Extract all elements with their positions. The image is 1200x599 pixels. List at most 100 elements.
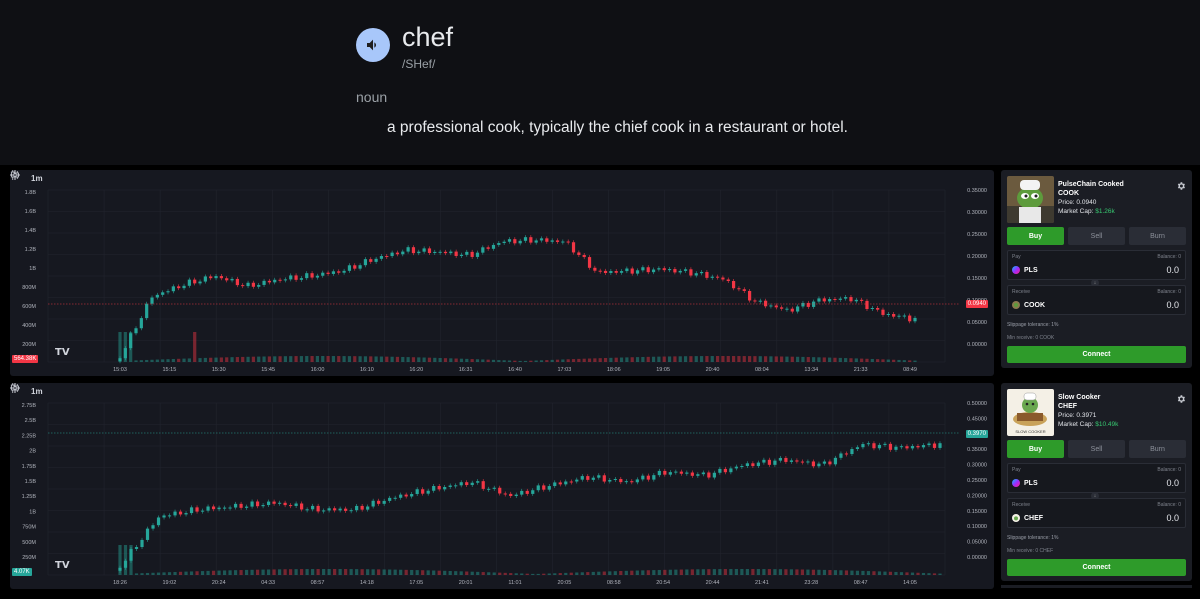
candle-body (888, 443, 893, 450)
tab-burn[interactable]: Burn (1129, 227, 1186, 245)
candle-body (764, 300, 768, 307)
volume-bar (246, 356, 250, 362)
tab-buy[interactable]: Buy (1007, 227, 1064, 245)
tab-sell[interactable]: Sell (1068, 440, 1125, 458)
left-axis-label: 1.8B (25, 190, 37, 196)
volume-bar (513, 360, 517, 362)
interval-button[interactable]: 1m (31, 174, 43, 183)
volume-bar (542, 573, 546, 575)
candle-body (374, 258, 378, 262)
volume-bar (327, 569, 331, 575)
receive-token[interactable]: COOK (1012, 301, 1045, 309)
candle-body (283, 279, 288, 281)
pay-token[interactable]: PLS (1012, 266, 1038, 274)
candle-body (892, 314, 896, 317)
settings-gear-icon[interactable] (1176, 178, 1186, 196)
tab-sell[interactable]: Sell (1068, 227, 1125, 245)
candles (118, 441, 942, 575)
settings-gear-icon[interactable] (1176, 391, 1186, 409)
volume-bar (564, 572, 568, 575)
volume-bar (529, 360, 533, 362)
candle-body (129, 548, 133, 561)
pronounce-button[interactable] (356, 28, 390, 62)
candle-body (696, 474, 700, 476)
volume-bar (289, 356, 293, 362)
candle-body (850, 449, 854, 455)
pay-amount-input[interactable] (1119, 265, 1179, 275)
receive-token[interactable]: CHEF (1012, 514, 1043, 522)
candle-body (715, 276, 720, 278)
right-axis-label: 0.05000 (967, 320, 987, 326)
tradingview-logo[interactable]: TV (55, 347, 70, 358)
volume-bar (881, 359, 885, 362)
candle-body (625, 268, 629, 272)
candle-body (155, 294, 159, 298)
candle-body (646, 267, 650, 273)
volume-bar (487, 572, 491, 575)
candle-body (211, 506, 216, 510)
volume-bar (273, 356, 277, 362)
left-axis-label: 1.4B (25, 228, 37, 234)
candle-body (740, 466, 744, 468)
candle-body (569, 481, 573, 483)
volume-bar (222, 570, 227, 575)
connect-button[interactable]: Connect (1007, 559, 1186, 576)
candle-body (542, 485, 546, 490)
candle-body (668, 472, 672, 475)
tradingview-logo[interactable]: TV (55, 560, 70, 571)
candle-body (246, 282, 250, 287)
candle-body (591, 477, 595, 480)
slippage-tolerance[interactable]: Slippage tolerance: 1% (1007, 322, 1059, 328)
candle-body (790, 308, 794, 312)
volume-bar (239, 570, 243, 575)
volume-bar (502, 360, 506, 362)
dictionary-card: chef /SHef/ noun a professional cook, ty… (0, 0, 1200, 165)
slippage-tolerance[interactable]: Slippage tolerance: 1% (1007, 535, 1059, 541)
volume-bar (902, 360, 906, 362)
candle-body (509, 493, 513, 497)
candle-body (844, 297, 848, 299)
tab-burn[interactable]: Burn (1129, 440, 1186, 458)
swap-direction-arrow-icon[interactable]: ↓ (1091, 279, 1099, 287)
candle-body (575, 479, 579, 482)
interval-button[interactable]: 1m (31, 387, 43, 396)
volume-bar (244, 569, 249, 575)
candle-body (737, 288, 741, 290)
price-chart-chef[interactable]: 2.75B 2.5B 2.25B 2B 1.75B 1.5B 1.25B 1B 750M 500M… (10, 383, 994, 589)
candle-body (849, 297, 853, 302)
left-axis-label: 1.6B (25, 209, 37, 215)
volume-bar (366, 569, 370, 575)
receive-amount-input[interactable] (1119, 513, 1179, 523)
volume-bar (774, 356, 778, 362)
pay-amount-input[interactable] (1119, 478, 1179, 488)
candle-body (272, 501, 276, 504)
tab-buy[interactable]: Buy (1007, 440, 1064, 458)
volume-bar (790, 356, 794, 362)
volume-bar (459, 358, 464, 362)
price-chart-cook[interactable]: 1.8B 1.6B 1.4B 1.2B 1B 800M 600M 400M 200M 0.3500… (10, 170, 994, 376)
connect-button[interactable]: Connect (1007, 346, 1186, 363)
candle-body (432, 486, 436, 491)
candle-body (294, 275, 298, 280)
time-axis-label: 08:57 (311, 580, 325, 586)
volume-bar (491, 359, 496, 362)
candle-body (470, 482, 474, 486)
receive-amount-input[interactable] (1119, 300, 1179, 310)
candle-body (401, 251, 405, 255)
candle-body (571, 242, 576, 253)
candle-body (161, 292, 165, 295)
volume-bar (151, 572, 155, 575)
volume-bar (377, 569, 381, 575)
candle-body (262, 280, 266, 285)
chart-canvas[interactable]: 2.75B 2.5B 2.25B 2B 1.75B 1.5B 1.25B 1B 750M 500M… (10, 383, 994, 589)
candle-body (756, 462, 760, 467)
time-axis-label: 21:33 (854, 367, 868, 373)
chart-canvas[interactable]: 1.8B 1.6B 1.4B 1.2B 1B 800M 600M 400M 200M 0.3500… (10, 170, 994, 376)
candle-body (580, 476, 584, 480)
candle-body (481, 481, 485, 489)
volume-bar (251, 356, 255, 362)
swap-direction-arrow-icon[interactable]: ↓ (1091, 492, 1099, 500)
volume-bar (892, 359, 896, 362)
pay-token[interactable]: PLS (1012, 479, 1038, 487)
left-axis-label: 200M (22, 342, 36, 348)
